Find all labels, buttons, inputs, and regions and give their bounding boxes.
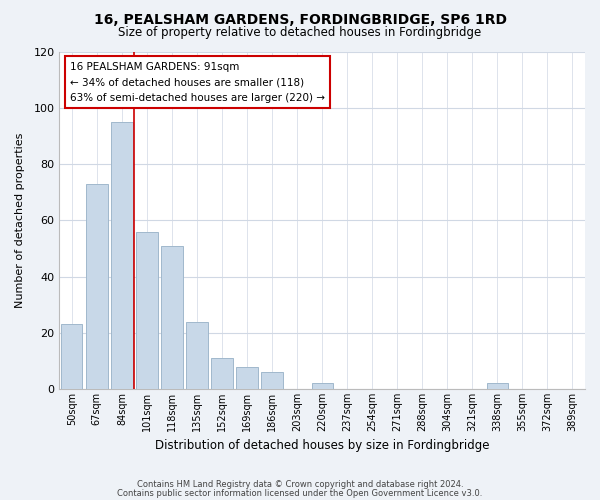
Bar bbox=[86, 184, 107, 389]
Text: Contains public sector information licensed under the Open Government Licence v3: Contains public sector information licen… bbox=[118, 488, 482, 498]
Bar bbox=[111, 122, 133, 389]
Bar bbox=[136, 232, 158, 389]
Text: Contains HM Land Registry data © Crown copyright and database right 2024.: Contains HM Land Registry data © Crown c… bbox=[137, 480, 463, 489]
X-axis label: Distribution of detached houses by size in Fordingbridge: Distribution of detached houses by size … bbox=[155, 440, 490, 452]
Bar bbox=[61, 324, 82, 389]
Text: Size of property relative to detached houses in Fordingbridge: Size of property relative to detached ho… bbox=[118, 26, 482, 39]
Text: 16, PEALSHAM GARDENS, FORDINGBRIDGE, SP6 1RD: 16, PEALSHAM GARDENS, FORDINGBRIDGE, SP6… bbox=[94, 12, 506, 26]
Bar bbox=[161, 246, 182, 389]
Bar bbox=[236, 366, 258, 389]
Bar bbox=[262, 372, 283, 389]
Y-axis label: Number of detached properties: Number of detached properties bbox=[15, 132, 25, 308]
Bar bbox=[211, 358, 233, 389]
Text: 16 PEALSHAM GARDENS: 91sqm
← 34% of detached houses are smaller (118)
63% of sem: 16 PEALSHAM GARDENS: 91sqm ← 34% of deta… bbox=[70, 62, 325, 103]
Bar bbox=[311, 384, 333, 389]
Bar bbox=[187, 322, 208, 389]
Bar bbox=[487, 384, 508, 389]
